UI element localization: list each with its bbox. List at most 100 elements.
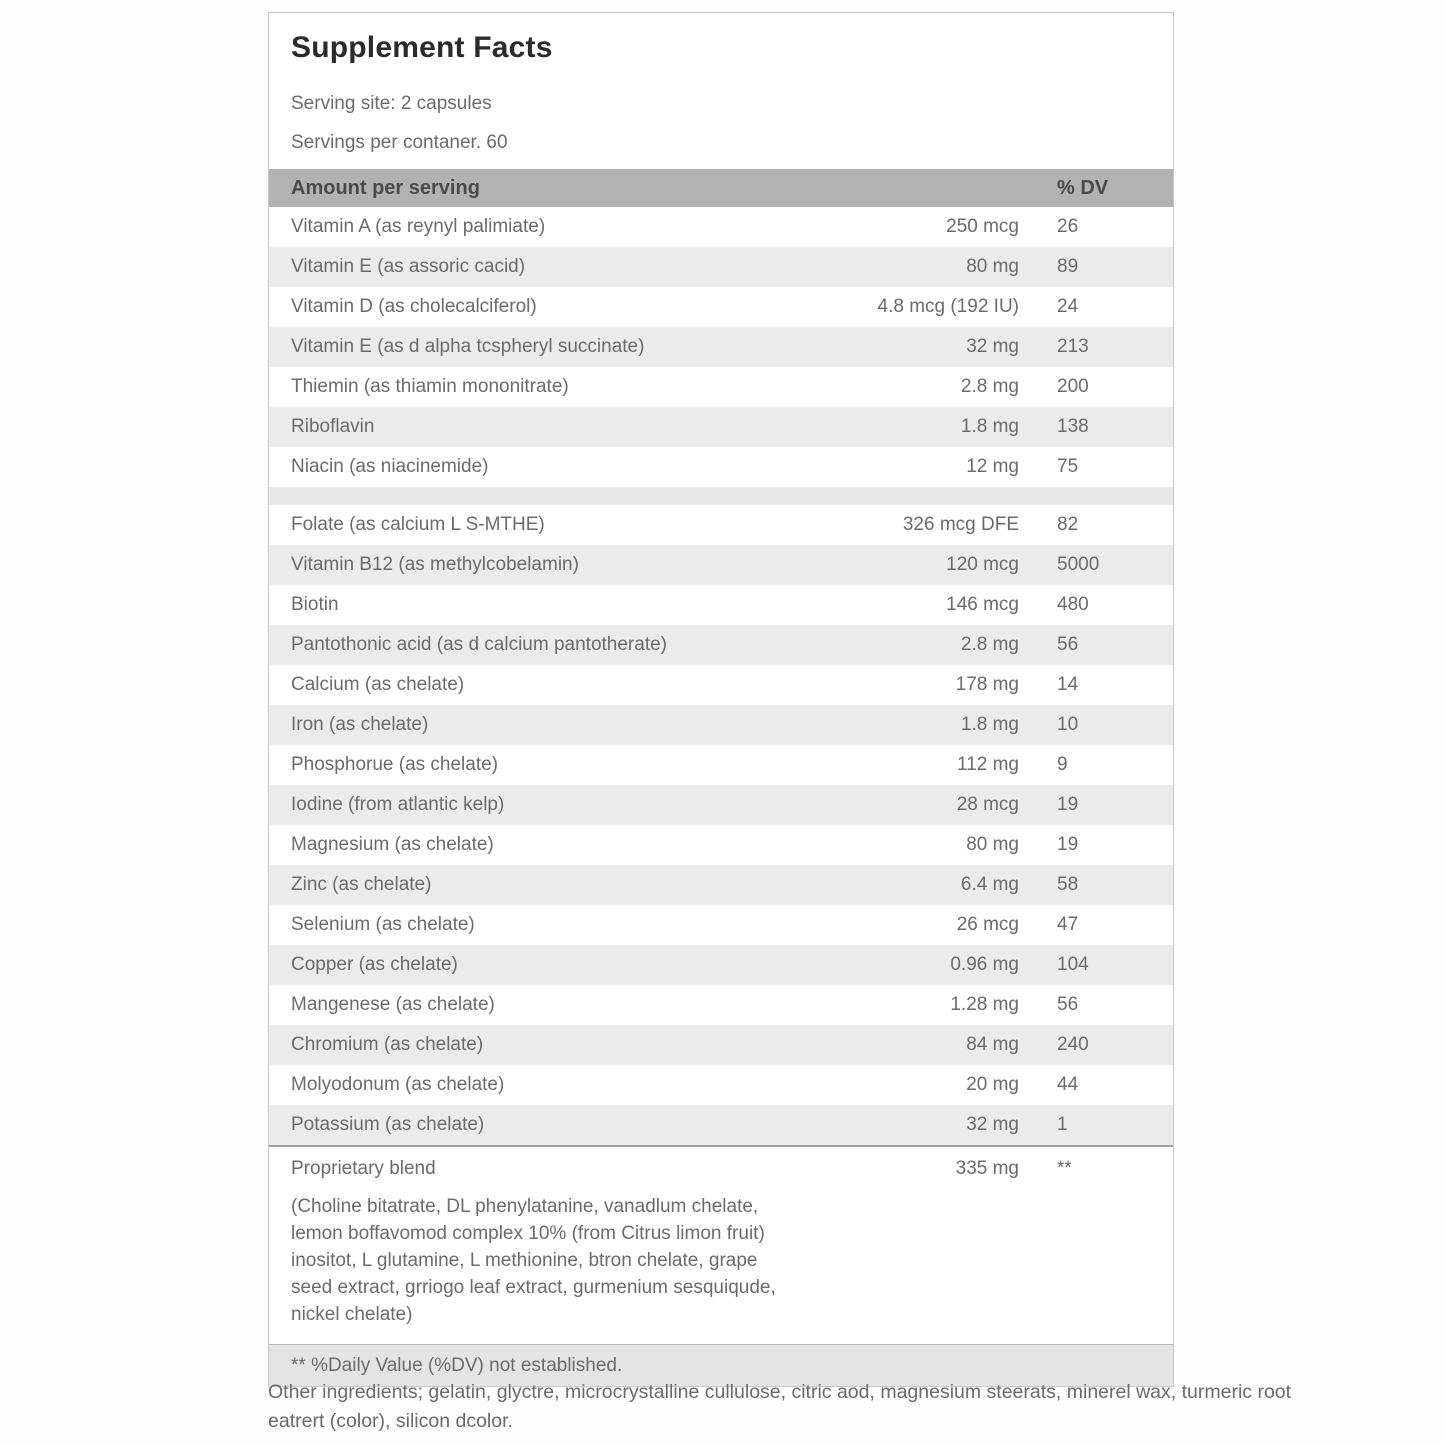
nutrient-dv: 26 (1057, 216, 1079, 237)
nutrient-name: Calcium (as chelate) (291, 674, 465, 695)
nutrient-dv: 10 (1057, 714, 1079, 735)
nutrient-dv: 1 (1057, 1114, 1068, 1135)
nutrient-dv: 75 (1057, 456, 1079, 477)
nutrient-amount: 120 mcg (946, 554, 1019, 575)
table-row: Riboflavin 1.8 mg 138 (269, 407, 1173, 447)
nutrient-name: Copper (as chelate) (291, 954, 458, 975)
table-row: Biotin 146 mcg 480 (269, 585, 1173, 625)
nutrient-dv: 82 (1057, 514, 1079, 535)
nutrient-dv: 5000 (1057, 554, 1100, 575)
proprietary-blend-description: (Choline bitatrate, DL phenylatanine, va… (269, 1191, 809, 1344)
nutrient-dv: 213 (1057, 336, 1089, 357)
nutrient-amount: 20 mg (966, 1074, 1019, 1095)
serving-size-text: Serving site: 2 capsules (291, 93, 492, 114)
nutrient-name: Zinc (as chelate) (291, 874, 432, 895)
table-row: Iron (as chelate) 1.8 mg 10 (269, 705, 1173, 745)
table-row: Copper (as chelate) 0.96 mg 104 (269, 945, 1173, 985)
nutrient-name: Proprietary blend (291, 1158, 436, 1179)
nutrient-dv: 104 (1057, 954, 1089, 975)
nutrient-dv: 58 (1057, 874, 1079, 895)
nutrient-amount: 2.8 mg (960, 634, 1019, 655)
nutrient-amount: 112 mg (957, 754, 1019, 775)
nutrient-amount: 84 mg (966, 1034, 1019, 1055)
nutrient-amount: 80 mg (966, 834, 1019, 855)
nutrient-name: Chromium (as chelate) (291, 1034, 484, 1055)
nutrient-amount: 12 mg (966, 456, 1019, 477)
table-row: Niacin (as niacinemide) 12 mg 75 (269, 447, 1173, 487)
nutrient-name: Pantothonic acid (as d calcium pantother… (291, 634, 667, 655)
table-row: Magnesium (as chelate) 80 mg 19 (269, 825, 1173, 865)
nutrient-name: Thiemin (as thiamin mononitrate) (291, 376, 569, 397)
nutrient-name: Vitamin A (as reynyl palimiate) (291, 216, 546, 237)
section-spacer (269, 487, 1173, 505)
table-row: Pantothonic acid (as d calcium pantother… (269, 625, 1173, 665)
servings-per-container-text: Servings per contaner. 60 (291, 132, 508, 153)
nutrient-dv: 138 (1057, 416, 1089, 437)
nutrient-amount: 0.96 mg (950, 954, 1019, 975)
nutrient-name: Biotin (291, 594, 339, 615)
nutrient-name: Vitamin E (as d alpha tcspheryl succinat… (291, 336, 645, 357)
table-row: Folate (as calcium L S-MTHE) 326 mcg DFE 8… (269, 505, 1173, 545)
table-header-row: Amount per serving % DV (269, 169, 1173, 207)
percent-dv-header: % DV (1057, 176, 1109, 199)
nutrient-amount: 1.28 mg (950, 994, 1019, 1015)
table-row: Calcium (as chelate) 178 mg 14 (269, 665, 1173, 705)
table-row: Selenium (as chelate) 26 mcg 47 (269, 905, 1173, 945)
nutrient-name: Vitamin B12 (as methylcobelamin) (291, 554, 579, 575)
nutrient-amount: 28 mcg (956, 794, 1019, 815)
nutrient-rows: Vitamin A (as reynyl palimiate) 250 mcg 26… (269, 207, 1173, 1145)
nutrient-dv: 56 (1057, 994, 1079, 1015)
nutrient-amount: 26 mcg (956, 914, 1019, 935)
nutrient-amount: 1.8 mg (960, 416, 1019, 437)
table-row: Vitamin E (as d alpha tcspheryl succinat… (269, 327, 1173, 367)
nutrient-amount: 4.8 mcg (192 IU) (877, 296, 1020, 317)
nutrient-name: Vitamin D (as cholecalciferol) (291, 296, 537, 317)
nutrient-name: Riboflavin (291, 416, 375, 437)
nutrient-dv: 200 (1057, 376, 1089, 397)
nutrient-amount: 250 mcg (946, 216, 1019, 237)
panel-title: Supplement Facts (291, 31, 553, 64)
nutrient-amount: 178 mg (955, 674, 1019, 695)
supplement-facts-panel: Supplement Facts Serving site: 2 capsule… (268, 12, 1174, 1387)
nutrient-name: Phosphorue (as chelate) (291, 754, 499, 775)
table-row: Mangenese (as chelate) 1.28 mg 56 (269, 985, 1173, 1025)
nutrient-amount: 146 mcg (946, 594, 1019, 615)
table-row: Chromium (as chelate) 84 mg 240 (269, 1025, 1173, 1065)
nutrient-dv: 9 (1057, 754, 1068, 775)
nutrient-name: Vitamin E (as assoric cacid) (291, 256, 526, 277)
table-row: Zinc (as chelate) 6.4 mg 58 (269, 865, 1173, 905)
table-row: Potassium (as chelate) 32 mg 1 (269, 1105, 1173, 1145)
nutrient-name: Magnesium (as chelate) (291, 834, 494, 855)
table-row: Vitamin D (as cholecalciferol) 4.8 mcg (1… (269, 287, 1173, 327)
nutrient-name: Mangenese (as chelate) (291, 994, 495, 1015)
amount-per-serving-header: Amount per serving (291, 176, 480, 199)
table-row: Phosphorue (as chelate) 112 mg 9 (269, 745, 1173, 785)
nutrient-amount: 32 mg (966, 1114, 1019, 1135)
table-row: Molyodonum (as chelate) 20 mg 44 (269, 1065, 1173, 1105)
nutrient-dv: 44 (1057, 1074, 1079, 1095)
nutrient-amount: 1.8 mg (960, 714, 1019, 735)
nutrient-name: Molyodonum (as chelate) (291, 1074, 505, 1095)
table-row: Thiemin (as thiamin mononitrate) 2.8 mg 20… (269, 367, 1173, 407)
nutrient-amount: 326 mcg DFE (902, 514, 1019, 535)
nutrient-dv: 24 (1057, 296, 1079, 317)
nutrient-amount: 2.8 mg (960, 376, 1019, 397)
nutrient-name: Selenium (as chelate) (291, 914, 475, 935)
dv-footnote: ** %Daily Value (%DV) not established. (269, 1344, 1173, 1386)
nutrient-name: Potassium (as chelate) (291, 1114, 485, 1135)
other-ingredients-text: Other ingredients; gelatin, glyctre, mic… (268, 1381, 1292, 1432)
proprietary-blend-row: Proprietary blend 335 mg ** (269, 1145, 1173, 1191)
table-row: Vitamin E (as assoric cacid) 80 mg 89 (269, 247, 1173, 287)
table-row: Iodine (from atlantic kelp) 28 mcg 19 (269, 785, 1173, 825)
nutrient-name: Iodine (from atlantic kelp) (291, 794, 505, 815)
nutrient-dv: 89 (1057, 256, 1079, 277)
nutrient-dv: ** (1057, 1158, 1072, 1179)
nutrient-dv: 14 (1057, 674, 1079, 695)
nutrient-dv: 47 (1057, 914, 1079, 935)
nutrient-name: Niacin (as niacinemide) (291, 456, 489, 477)
nutrient-name: Folate (as calcium L S-MTHE) (291, 514, 545, 535)
nutrient-amount: 6.4 mg (960, 874, 1019, 895)
nutrient-dv: 240 (1057, 1034, 1089, 1055)
nutrient-amount: 32 mg (966, 336, 1019, 357)
nutrient-dv: 56 (1057, 634, 1079, 655)
